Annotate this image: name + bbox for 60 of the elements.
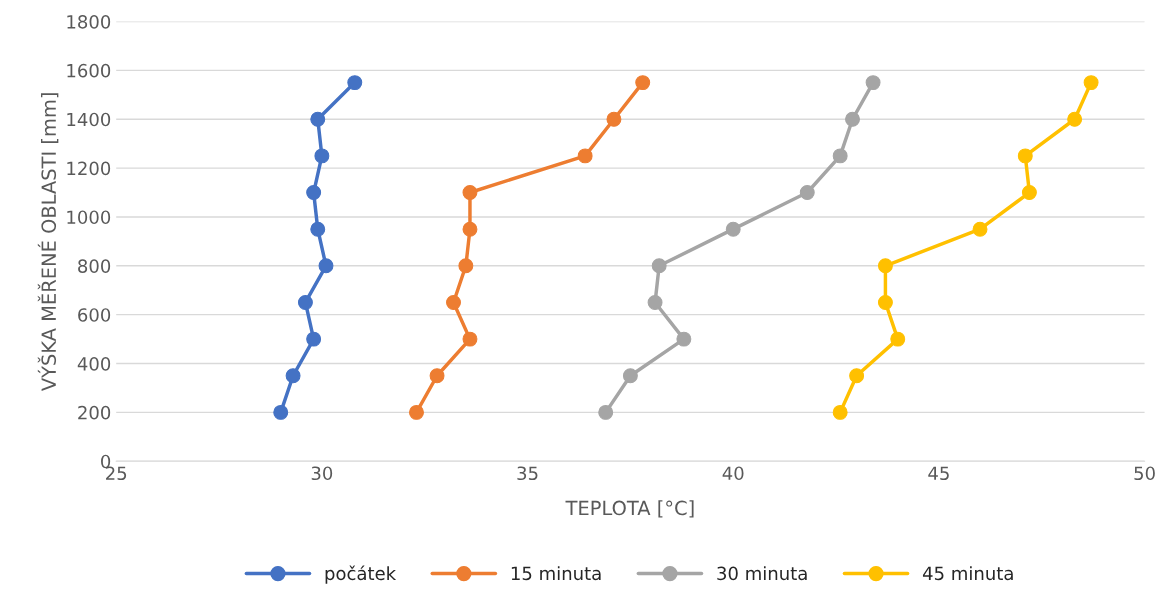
- point: [725, 221, 741, 237]
- y-tick-label: 1000: [67, 210, 111, 225]
- legend-label: 15 minuta: [511, 566, 601, 581]
- x-tick-label: 40: [722, 466, 744, 481]
- point: [318, 258, 334, 274]
- point: [877, 258, 893, 274]
- legend-label: 30 minuta: [717, 566, 807, 581]
- point: [1083, 75, 1099, 91]
- y-tick-label: 800: [78, 259, 111, 273]
- y-tick-label: 1400: [67, 112, 111, 127]
- y-tick-label: 1200: [67, 161, 111, 176]
- point: [297, 295, 313, 310]
- point: [606, 111, 622, 127]
- y-tick-label: 600: [78, 308, 111, 322]
- point: [865, 75, 881, 91]
- point: [1067, 111, 1083, 127]
- point: [347, 75, 363, 91]
- point: [306, 331, 322, 347]
- y-tick-label: 400: [77, 356, 111, 371]
- y-axis-title: VÝŠKA MĚŘENÉ OBLASTI [mm]: [37, 93, 59, 392]
- point: [832, 148, 848, 164]
- point: [310, 111, 326, 127]
- y-tick-label: 200: [78, 405, 111, 420]
- point: [306, 185, 322, 200]
- point: [598, 404, 614, 420]
- point: [310, 221, 326, 237]
- point: [462, 331, 478, 347]
- point: [877, 295, 893, 310]
- x-tick-label: 50: [1134, 466, 1155, 481]
- point: [458, 258, 474, 274]
- point: [462, 185, 478, 200]
- point: [446, 295, 461, 310]
- point: [890, 331, 906, 347]
- y-tick-label: 1600: [67, 63, 111, 78]
- legend-label: počátek: [325, 565, 397, 584]
- y-tick-label: 1800: [67, 14, 111, 29]
- x-tick-label: 45: [928, 466, 949, 481]
- x-tick-label: 35: [517, 466, 538, 481]
- point: [647, 295, 663, 310]
- point: [799, 185, 815, 200]
- point: [1017, 148, 1033, 164]
- point: [1021, 185, 1037, 200]
- point: [676, 331, 692, 347]
- x-tick-label: 30: [311, 466, 333, 481]
- x-axis-title: TEPLOTA [°C]: [565, 500, 694, 518]
- point: [273, 404, 289, 420]
- point: [285, 368, 301, 384]
- point: [462, 221, 478, 237]
- point: [409, 404, 424, 420]
- point: [845, 111, 860, 127]
- point: [832, 404, 848, 420]
- point: [635, 75, 651, 91]
- point: [429, 368, 445, 384]
- point: [622, 368, 638, 384]
- point: [972, 221, 988, 237]
- point: [651, 258, 667, 274]
- legend-label: 45 minuta: [922, 566, 1013, 581]
- point: [314, 148, 330, 164]
- point: [849, 368, 865, 384]
- point: [577, 148, 593, 164]
